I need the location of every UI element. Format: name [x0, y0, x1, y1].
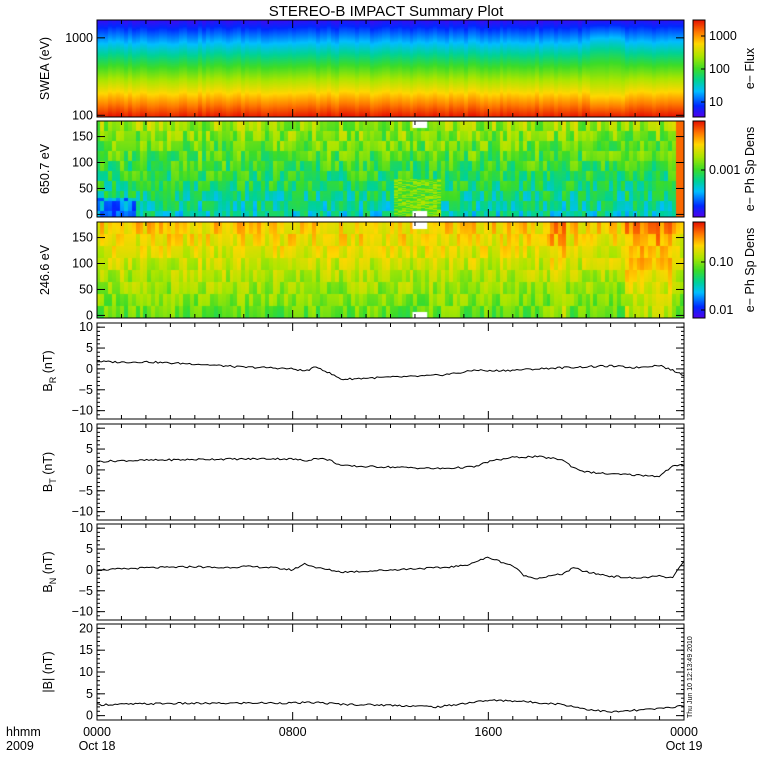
- y-tick-label: 100: [72, 108, 93, 122]
- y-tick-label: 100: [72, 156, 93, 170]
- y-tick-label: −5: [79, 584, 93, 598]
- bmag-frame: [96, 623, 685, 721]
- y-tick-label: 0: [86, 362, 93, 376]
- y-tick-label: 50: [79, 282, 93, 296]
- x-axis-year: 2009: [6, 739, 34, 753]
- br-frame: [96, 322, 685, 420]
- x-date-label: Oct 18: [79, 739, 116, 753]
- bn-line: [96, 556, 685, 580]
- bn-frame: [96, 523, 685, 621]
- x-ticks: [96, 424, 685, 520]
- swea-flux-colorbar: [693, 20, 705, 117]
- x-ticks: [96, 624, 685, 720]
- colorbar-label: e− Ph Sp Dens: [743, 228, 757, 312]
- x-axis-label: hhmm: [6, 725, 41, 739]
- time-axis: hhmm 0000 0800 1600 0000 2009 Oct 18 Oct 19: [6, 725, 702, 753]
- y-tick-label: 150: [72, 231, 93, 245]
- colorbar-label: e− Ph Sp Dens: [743, 127, 757, 211]
- y-tick-label: 10: [79, 421, 93, 435]
- pad-650-heatmap: [97, 121, 684, 217]
- plot-title: STEREO-B IMPACT Summary Plot: [269, 3, 504, 20]
- y-tick-label: 5: [86, 442, 93, 456]
- colorbar-tick-label: 100: [709, 62, 730, 76]
- colorbar-tick-label: 10: [709, 95, 723, 109]
- colorbar-tick-label: 0.01: [709, 303, 733, 317]
- timestamp-stamp: Thu Jun 10 12:13:49 2010: [687, 636, 694, 718]
- y-axis-label: |B| (nT): [41, 651, 55, 692]
- bt-line: [96, 455, 685, 478]
- y-tick-label: −5: [79, 484, 93, 498]
- y-tick-label: −10: [72, 505, 93, 519]
- bmag-line: [96, 699, 685, 713]
- y-tick-label: 0: [86, 207, 93, 221]
- x-tick-label: 1600: [474, 725, 502, 739]
- y-tick-label: 0: [86, 308, 93, 322]
- swea-flux-heatmap: [97, 20, 684, 117]
- colorbar-tick-label: 0.001: [709, 163, 740, 177]
- y-tick-label: 15: [79, 643, 93, 657]
- y-tick-label: 50: [79, 181, 93, 195]
- y-tick-label: 0: [86, 709, 93, 723]
- y-tick-label: 0: [86, 563, 93, 577]
- y-tick-label: −5: [79, 383, 93, 397]
- y-axis-label: BR (nT): [41, 350, 58, 391]
- br-line: [96, 360, 685, 381]
- y-tick-label: 0: [86, 463, 93, 477]
- x-ticks: [96, 121, 685, 217]
- x-ticks: [96, 524, 685, 620]
- x-date-label: Oct 19: [666, 739, 703, 753]
- x-tick-label: 0000: [670, 725, 698, 739]
- y-axis-label: 246.6 eV: [38, 244, 52, 295]
- y-tick-label: 20: [79, 621, 93, 635]
- x-ticks: [96, 323, 685, 419]
- colorbar-tick-label: 1000: [709, 29, 737, 43]
- pad-650-colorbar-frame: [692, 120, 706, 218]
- y-tick-label: 10: [79, 320, 93, 334]
- y-axis-label: SWEA (eV): [38, 37, 52, 100]
- pad-650-colorbar: [693, 121, 705, 217]
- bt-frame: [96, 423, 685, 521]
- y-tick-label: 100: [72, 257, 93, 271]
- colorbar-tick-label: 0.10: [709, 255, 733, 269]
- y-tick-label: 5: [86, 687, 93, 701]
- y-tick-label: −10: [72, 404, 93, 418]
- y-tick-label: −10: [72, 605, 93, 619]
- pad-246-colorbar-frame: [692, 221, 706, 319]
- x-ticks: [96, 20, 685, 117]
- y-tick-label: 10: [79, 665, 93, 679]
- x-tick-label: 0000: [83, 725, 111, 739]
- y-axis-label: 650.7 eV: [38, 143, 52, 194]
- x-tick-label: 0800: [279, 725, 307, 739]
- y-axis-label: BN (nT): [41, 551, 58, 592]
- x-ticks: [96, 222, 685, 318]
- y-tick-label: 5: [86, 341, 93, 355]
- y-tick-label: 5: [86, 542, 93, 556]
- y-tick-label: 10: [79, 521, 93, 535]
- pad-246-heatmap: [97, 222, 684, 318]
- y-tick-label: 150: [72, 130, 93, 144]
- y-tick-label: 1000: [65, 31, 93, 45]
- pad-246-colorbar: [693, 222, 705, 318]
- colorbar-label: e− Flux: [743, 47, 757, 89]
- y-axis-label: BT (nT): [41, 452, 58, 492]
